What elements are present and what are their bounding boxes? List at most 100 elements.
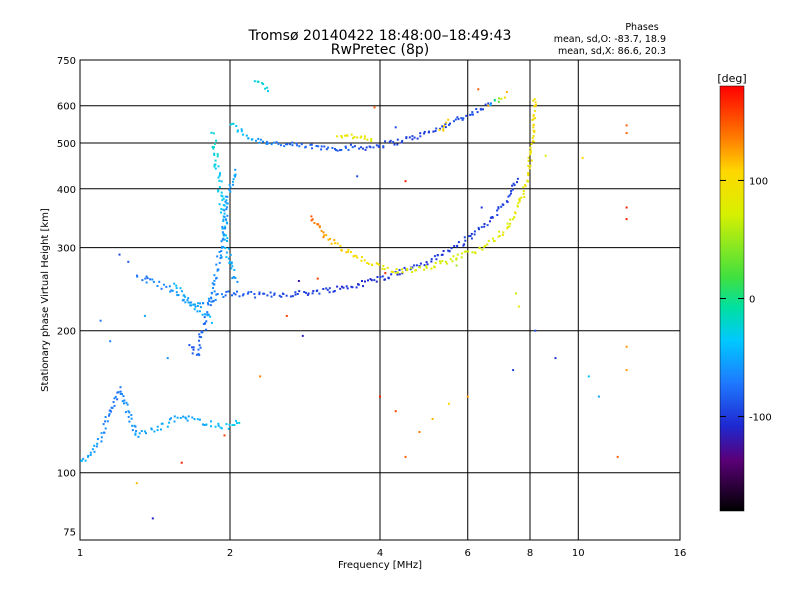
echo-point xyxy=(232,178,235,181)
echo-point xyxy=(222,197,225,200)
echo-point xyxy=(376,263,379,265)
echo-point xyxy=(130,417,133,420)
echo-point xyxy=(384,140,387,143)
y-tick-label: 600 xyxy=(57,102,76,113)
echo-point xyxy=(425,266,428,269)
echo-point xyxy=(444,123,447,126)
echo-point xyxy=(375,144,378,147)
echo-point xyxy=(310,215,313,218)
echo-point xyxy=(116,398,119,401)
echo-point xyxy=(136,274,138,277)
echo-point xyxy=(265,143,268,145)
x-tick-label: 1 xyxy=(77,548,83,559)
colorbar-ticks: 100 0 -100 xyxy=(720,176,772,424)
echo-point xyxy=(500,205,503,208)
echo-point xyxy=(270,295,273,298)
echo-point xyxy=(516,181,518,184)
echo-point xyxy=(203,322,206,325)
echo-point xyxy=(449,258,452,261)
echo-point xyxy=(291,295,294,298)
echo-point xyxy=(419,266,422,269)
echo-point xyxy=(227,427,230,430)
echo-point xyxy=(442,127,445,130)
echo-point xyxy=(336,135,339,138)
echo-point xyxy=(394,410,397,413)
echo-point xyxy=(498,230,501,233)
echo-point xyxy=(207,303,210,306)
echo-point xyxy=(509,222,512,225)
echo-point xyxy=(386,266,389,269)
echo-point xyxy=(224,294,227,297)
echo-point xyxy=(554,357,557,360)
echo-point xyxy=(232,292,235,295)
echo-point xyxy=(411,138,414,141)
echo-point xyxy=(166,357,169,360)
echo-point xyxy=(441,253,444,256)
echo-point xyxy=(463,250,466,253)
echo-point xyxy=(404,455,407,458)
echo-point xyxy=(273,293,276,296)
echo-point xyxy=(210,297,213,300)
echo-point xyxy=(190,304,192,307)
echo-point xyxy=(438,128,441,131)
echo-point xyxy=(113,397,116,400)
echo-point xyxy=(215,139,218,142)
echo-point xyxy=(193,418,196,421)
echo-point xyxy=(160,428,162,431)
echo-point xyxy=(384,272,387,275)
echo-point xyxy=(473,230,476,233)
echo-point xyxy=(518,197,521,200)
echo-point xyxy=(255,139,257,142)
echo-point xyxy=(258,293,261,296)
echo-point xyxy=(212,132,215,135)
echo-point xyxy=(214,163,217,166)
echo-point xyxy=(532,115,535,118)
echo-point xyxy=(395,268,398,271)
echo-point xyxy=(522,186,525,189)
echo-point xyxy=(388,140,391,143)
echo-point xyxy=(373,106,376,109)
echo-point xyxy=(529,146,532,149)
echo-point xyxy=(289,295,292,298)
echo-point xyxy=(441,260,444,262)
echo-point xyxy=(432,130,435,133)
echo-point xyxy=(187,415,190,418)
echo-point xyxy=(184,301,187,304)
echo-point xyxy=(196,310,199,313)
echo-point xyxy=(486,224,489,227)
echo-point xyxy=(104,427,107,430)
echo-point xyxy=(335,149,337,151)
echo-point xyxy=(93,450,96,453)
echo-point xyxy=(257,80,260,83)
echo-point xyxy=(211,300,214,303)
echo-point xyxy=(587,375,590,378)
echo-point xyxy=(483,225,486,228)
echo-point xyxy=(109,409,112,412)
echo-point xyxy=(191,352,194,355)
x-axis-label: Frequency [MHz] xyxy=(338,560,422,571)
echo-point xyxy=(118,253,121,256)
stats-line-o: mean, sd,O: -83.7, 18.9 xyxy=(554,34,666,45)
echo-point xyxy=(426,263,429,266)
echo-point xyxy=(250,138,253,141)
echo-point xyxy=(258,291,261,294)
echo-point xyxy=(225,206,228,209)
echo-point xyxy=(104,420,107,423)
echo-point xyxy=(384,278,386,281)
echo-point xyxy=(212,283,215,286)
echo-point xyxy=(524,185,527,188)
echo-point xyxy=(227,290,230,293)
echo-point xyxy=(131,424,134,427)
echo-point xyxy=(119,390,122,393)
echo-point xyxy=(205,328,208,331)
echo-point xyxy=(534,104,537,106)
echo-point xyxy=(213,279,216,282)
echo-point xyxy=(496,209,499,212)
echo-point xyxy=(342,286,345,289)
echo-point xyxy=(345,146,347,149)
echo-point xyxy=(119,386,122,389)
echo-point xyxy=(472,113,474,116)
echo-point xyxy=(138,432,141,435)
echo-point xyxy=(363,137,366,140)
